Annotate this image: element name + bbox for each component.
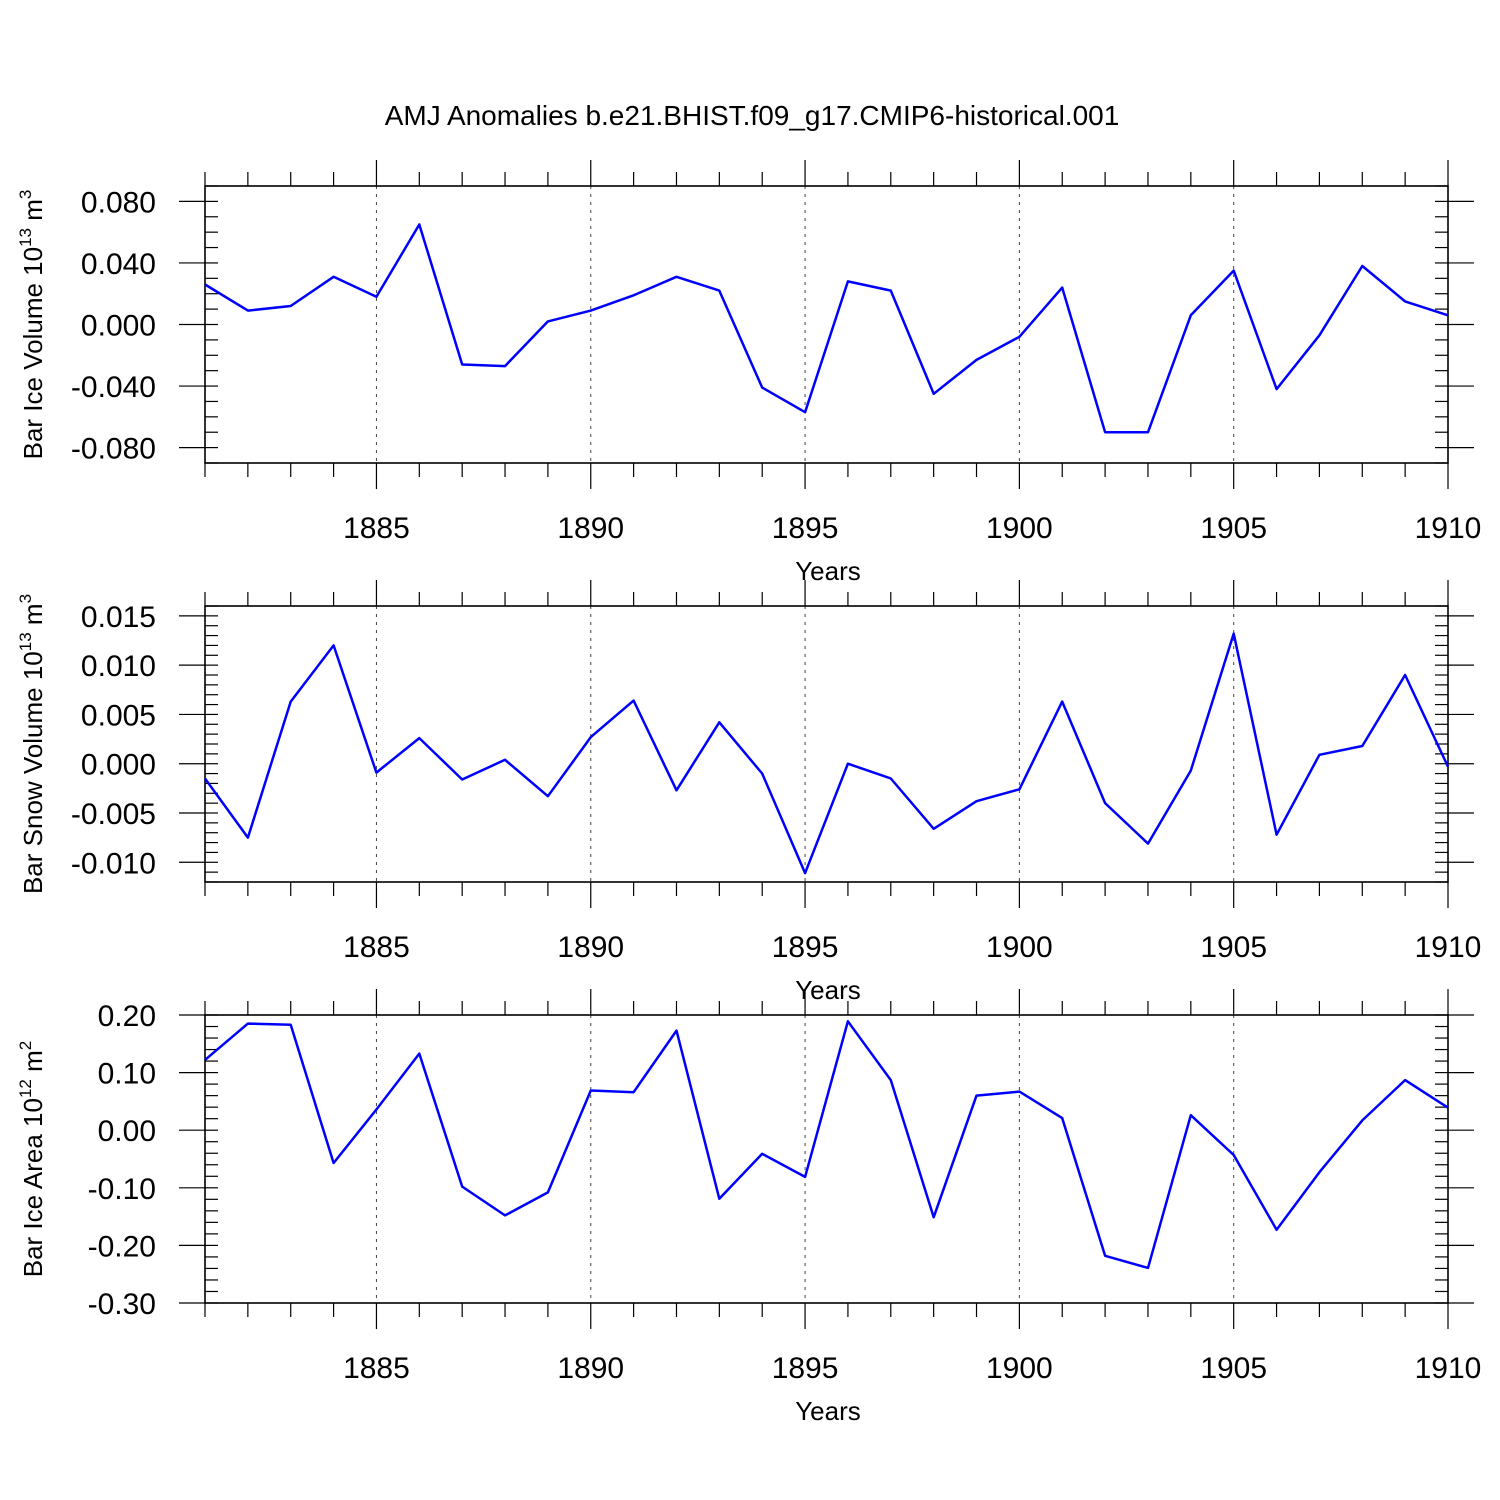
y-tick-label: -0.30 bbox=[88, 1288, 156, 1321]
series-line-bar-snow-volume bbox=[203, 632, 1450, 875]
x-tick-label: 1900 bbox=[986, 512, 1053, 545]
x-tick-label: 1895 bbox=[772, 512, 839, 545]
x-tick-label: 1900 bbox=[986, 931, 1053, 964]
x-tick-label: 1910 bbox=[1415, 931, 1482, 964]
x-axis-title: Years bbox=[795, 975, 861, 1005]
x-axis-title: Years bbox=[795, 1396, 861, 1426]
series-line-bar-ice-volume bbox=[204, 223, 1449, 434]
y-tick-label: 0.00 bbox=[98, 1115, 156, 1148]
x-tick-label: 1895 bbox=[772, 931, 839, 964]
x-tick-label: 1905 bbox=[1200, 512, 1267, 545]
x-tick-label: 1890 bbox=[557, 512, 624, 545]
x-tick-label: 1905 bbox=[1200, 1352, 1267, 1385]
y-tick-label: -0.005 bbox=[71, 798, 156, 831]
y-tick-label: 0.040 bbox=[81, 248, 156, 281]
y-tick-label: -0.010 bbox=[71, 847, 156, 880]
x-axis-title: Years bbox=[795, 556, 861, 586]
y-tick-label: 0.20 bbox=[98, 1000, 156, 1033]
y-tick-label: 0.005 bbox=[81, 699, 156, 732]
y-tick-label: 0.010 bbox=[81, 650, 156, 683]
y-tick-label: 0.000 bbox=[81, 749, 156, 782]
series-line-bar-ice-area bbox=[204, 1020, 1449, 1270]
x-tick-label: 1895 bbox=[772, 1352, 839, 1385]
chart-panels: -0.080 -0.040 0.000 0.040 0.080 1885 1890 1895 1… bbox=[16, 160, 1481, 1426]
y-tick-label: -0.10 bbox=[88, 1173, 156, 1206]
panel-3: -0.30 -0.20 -0.10 0.00 0.10 0.20 1885 1890 1895 1… bbox=[16, 989, 1481, 1426]
y-axis-title: Bar Ice Volume 1013 m3 bbox=[16, 190, 48, 460]
y-tick-label: -0.080 bbox=[71, 433, 156, 466]
x-tick-label: 1890 bbox=[557, 1352, 624, 1385]
y-tick-label: -0.20 bbox=[88, 1230, 156, 1263]
plot-frame bbox=[204, 605, 1449, 883]
y-tick-label: 0.015 bbox=[81, 601, 156, 634]
y-axis-title: Bar Ice Area 1012 m2 bbox=[16, 1041, 48, 1278]
chart-title: AMJ Anomalies b.e21.BHIST.f09_g17.CMIP6-… bbox=[385, 100, 1120, 131]
x-tick-label: 1900 bbox=[986, 1352, 1053, 1385]
x-tick-label: 1890 bbox=[557, 931, 624, 964]
panel-1: -0.080 -0.040 0.000 0.040 0.080 1885 1890 1895 1… bbox=[16, 160, 1481, 586]
x-tick-label: 1885 bbox=[343, 512, 410, 545]
y-tick-label: 0.000 bbox=[81, 310, 156, 343]
x-tick-label: 1885 bbox=[343, 1352, 410, 1385]
y-tick-label: -0.040 bbox=[71, 371, 156, 404]
y-axis-title: Bar Snow Volume 1013 m3 bbox=[16, 594, 48, 894]
x-tick-label: 1910 bbox=[1415, 512, 1482, 545]
plot-frame bbox=[204, 1014, 1449, 1304]
x-tick-label: 1885 bbox=[343, 931, 410, 964]
panel-2: -0.010 -0.005 0.000 0.005 0.010 0.015 1885 1890… bbox=[16, 580, 1481, 1005]
plot-frame bbox=[204, 185, 1449, 464]
y-tick-label: 0.10 bbox=[98, 1058, 156, 1091]
x-tick-label: 1910 bbox=[1415, 1352, 1482, 1385]
y-tick-label: 0.080 bbox=[81, 186, 156, 219]
x-tick-label: 1905 bbox=[1200, 931, 1267, 964]
